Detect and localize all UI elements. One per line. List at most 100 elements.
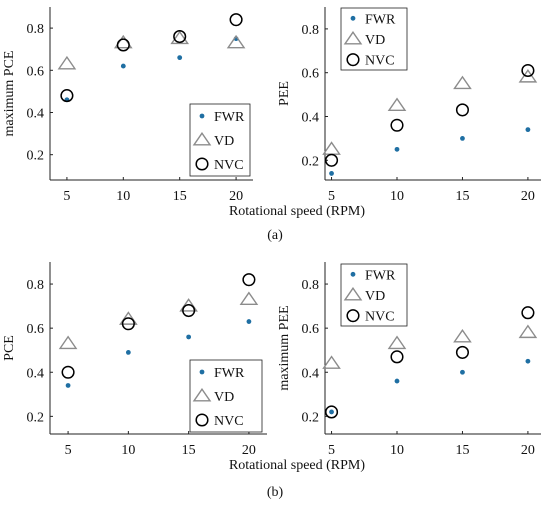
data-point-fwr xyxy=(246,319,252,324)
x-tick-label: 5 xyxy=(63,189,70,204)
data-point-vd xyxy=(119,311,138,325)
legend-marker-nvc xyxy=(346,53,360,67)
legend: FWR VD NVC xyxy=(189,103,251,177)
y-tick-label: 0.6 xyxy=(27,64,45,79)
data-point-nvc xyxy=(116,38,130,52)
data-point-fwr xyxy=(394,146,400,152)
data-point-fwr xyxy=(460,135,465,141)
x-tick-label: 5 xyxy=(328,443,335,458)
data-point-vd xyxy=(179,298,198,312)
data-point-vd xyxy=(170,30,190,45)
y-tick-label: 0.4 xyxy=(302,366,320,381)
data-point-vd xyxy=(239,291,259,305)
x-tick-label: 10 xyxy=(390,189,404,204)
x-tick-label: 15 xyxy=(455,189,469,204)
y-tick-label: 0.2 xyxy=(302,410,320,425)
x-tick-label: 5 xyxy=(65,443,72,458)
legend-marker-vd xyxy=(192,131,212,146)
data-point-vd xyxy=(322,141,341,155)
series-vd xyxy=(57,30,246,70)
legend-marker-vd xyxy=(343,30,363,45)
data-point-fwr xyxy=(177,55,183,61)
data-point-fwr xyxy=(525,358,531,364)
legend-label-vd: VD xyxy=(365,289,385,304)
data-point-nvc xyxy=(324,153,339,167)
data-point-fwr xyxy=(65,383,71,388)
y-axis-label: PCE xyxy=(2,335,17,361)
data-point-nvc xyxy=(242,273,256,287)
legend-label-nvc: NVC xyxy=(365,310,395,325)
data-point-fwr xyxy=(125,350,131,355)
legend-marker-fwr xyxy=(199,369,205,375)
series-vd xyxy=(58,291,259,350)
x-tick-label: 20 xyxy=(521,443,535,458)
x-tick-label: 10 xyxy=(390,443,404,458)
data-point-fwr xyxy=(329,409,334,415)
data-point-nvc xyxy=(390,118,404,132)
x-tick-label: 5 xyxy=(328,189,335,204)
legend-marker-nvc xyxy=(195,413,209,427)
series-nvc xyxy=(324,63,535,167)
chart-panel-1: 0.2 0.4 0.6 0.8 5 10 15 20 maximum PCE FWR VD NVC xyxy=(2,7,253,204)
legend-label-vd: VD xyxy=(365,33,385,48)
legend-marker-nvc xyxy=(346,309,360,323)
x-axis-label-bottom-row: Rotational speed (RPM) xyxy=(229,458,365,473)
data-point-nvc xyxy=(324,405,339,419)
data-point-nvc xyxy=(521,63,535,78)
legend-label-nvc: NVC xyxy=(214,414,244,429)
y-axis-label: maximum PCE xyxy=(2,51,17,137)
legend-label-fwr: FWR xyxy=(365,268,396,283)
legend-label-vd: VD xyxy=(214,134,234,149)
y-axis-label: PEE xyxy=(277,81,292,106)
data-point-nvc xyxy=(521,306,535,320)
chart-panel-2: 0.2 0.4 0.6 0.8 5 10 15 20 PEE FWR VD NVC xyxy=(277,7,541,204)
series-nvc xyxy=(61,273,256,379)
y-tick-label: 0.2 xyxy=(27,410,45,425)
data-point-fwr xyxy=(120,63,126,69)
legend-label-vd: VD xyxy=(214,390,234,405)
data-point-nvc xyxy=(229,13,243,27)
chart-panel-4: 0.2 0.4 0.6 0.8 5 10 15 20 maximum PEE FWR VD NVC xyxy=(277,262,541,458)
legend: FWR VD NVC xyxy=(340,7,408,71)
series-nvc xyxy=(60,13,243,103)
data-point-vd xyxy=(518,69,538,83)
data-point-fwr xyxy=(394,378,400,384)
panel-label-b: (b) xyxy=(266,485,284,500)
data-point-vd xyxy=(226,34,246,49)
data-point-vd xyxy=(518,324,538,339)
data-point-vd xyxy=(57,55,77,70)
legend-label-nvc: NVC xyxy=(365,54,395,69)
y-tick-label: 0.2 xyxy=(302,154,320,169)
x-tick-label: 20 xyxy=(242,443,256,458)
data-point-vd xyxy=(387,335,407,350)
series-fwr xyxy=(329,127,531,176)
legend-marker-fwr xyxy=(199,113,205,119)
legend-label-nvc: NVC xyxy=(214,158,244,173)
legend-marker-vd xyxy=(192,387,212,402)
data-point-fwr xyxy=(186,334,192,340)
x-tick-label: 10 xyxy=(116,189,130,204)
panel-label-a: (a) xyxy=(267,228,283,243)
legend-label-fwr: FWR xyxy=(365,12,396,27)
data-point-fwr xyxy=(525,127,531,133)
series-vd xyxy=(322,324,538,369)
data-point-fwr xyxy=(460,369,465,375)
legend-label-fwr: FWR xyxy=(214,110,245,125)
data-point-nvc xyxy=(60,89,74,103)
data-point-nvc xyxy=(390,350,404,364)
data-point-nvc xyxy=(455,345,470,359)
data-point-fwr xyxy=(329,171,334,176)
y-tick-label: 0.8 xyxy=(27,22,45,37)
legend: FWR VD NVC xyxy=(340,263,408,327)
y-tick-label: 0.2 xyxy=(27,149,45,164)
legend-box xyxy=(189,103,251,177)
x-tick-label: 15 xyxy=(182,443,196,458)
y-tick-label: 0.4 xyxy=(27,366,45,381)
y-tick-label: 0.6 xyxy=(302,322,320,337)
x-tick-label: 10 xyxy=(121,443,135,458)
data-point-vd xyxy=(453,75,472,90)
series-fwr xyxy=(329,358,531,415)
y-tick-label: 0.8 xyxy=(302,278,320,293)
data-point-nvc xyxy=(173,29,187,44)
x-tick-label: 20 xyxy=(521,189,535,204)
